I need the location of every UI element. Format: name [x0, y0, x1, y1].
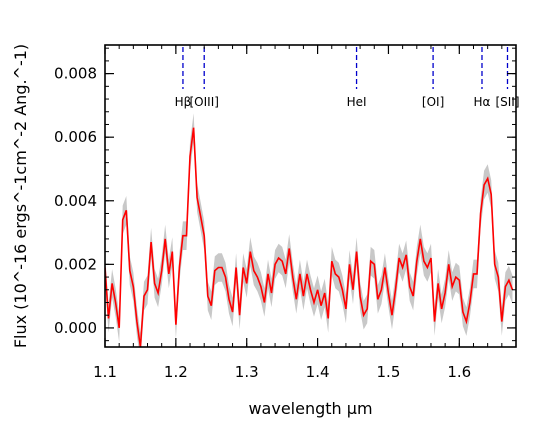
uncertainty-band-layer	[105, 113, 513, 347]
emission-line-label: [OIII]	[189, 95, 218, 109]
x-tick-label: 1.6	[447, 363, 471, 381]
flux-series-line	[105, 127, 514, 347]
uncertainty-band	[105, 113, 513, 347]
x-tick-label: 1.2	[164, 363, 188, 381]
emission-line-label: Hβ	[175, 95, 192, 109]
x-tick-label: 1.5	[377, 363, 401, 381]
y-axis-label: Flux (10^-16 ergs^-1cm^-2 Ang.^-1)	[11, 44, 30, 348]
emission-lines-layer: Hβ[OIII] HeI [OI] Hα [SII]	[175, 47, 520, 109]
y-tick-label: 0.002	[54, 255, 97, 273]
emission-line-label: HeI	[347, 95, 367, 109]
plot-frame	[104, 44, 517, 348]
y-tick-label: 0.000	[54, 319, 97, 337]
emission-line-label: [SII]	[495, 95, 519, 109]
y-tick-label: 0.006	[54, 128, 97, 146]
x-tick-label: 1.4	[306, 363, 330, 381]
y-tick-label: 0.004	[54, 192, 97, 210]
axes-layer: 1.1 1.2 1.3 1.4 1.5 1.6 0.000 0.002 0.004 0.006 0.…	[54, 45, 517, 381]
y-tick-label: 0.008	[54, 65, 97, 83]
emission-line-label: [OI]	[422, 95, 444, 109]
x-tick-label: 1.3	[235, 363, 259, 381]
x-axis-label: wavelength μm	[248, 399, 372, 418]
series-layer	[105, 127, 514, 347]
emission-line-label: Hα	[474, 95, 491, 109]
x-tick-label: 1.1	[93, 363, 117, 381]
